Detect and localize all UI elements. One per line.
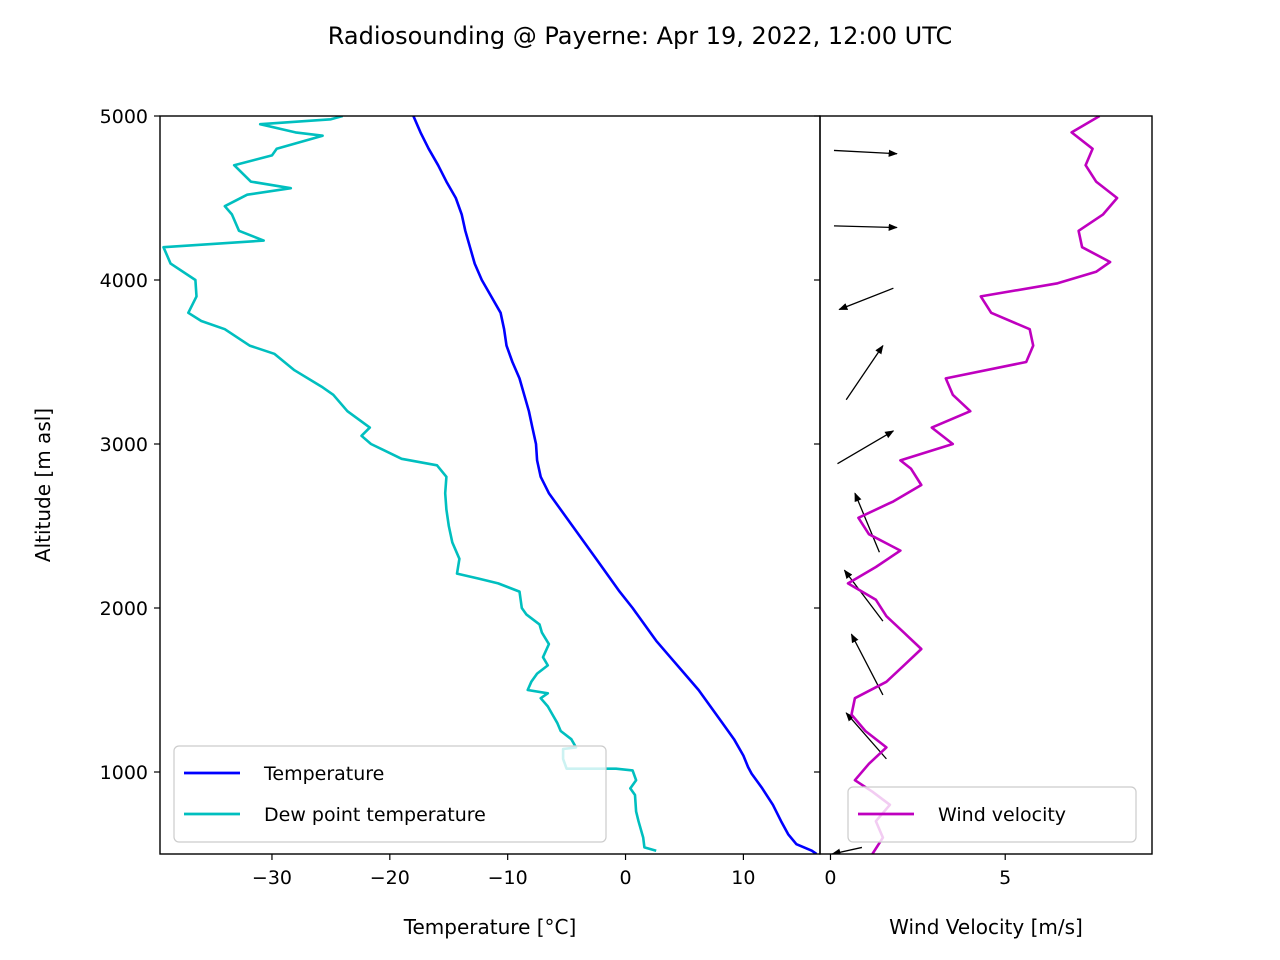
x-tick-label: −10 xyxy=(488,867,528,889)
y-axis-label: Altitude [m asl] xyxy=(31,408,55,562)
x-tick-label: −30 xyxy=(252,867,292,889)
axes-frame xyxy=(819,115,1153,855)
x-tick-label: 10 xyxy=(731,867,755,889)
wind-direction-arrow xyxy=(837,430,895,465)
x-tick-label: −20 xyxy=(370,867,410,889)
legend-entry-label: Temperature xyxy=(263,763,384,785)
wind-direction-arrow xyxy=(854,492,881,553)
wind-direction-arrow xyxy=(831,846,863,854)
wind-direction-arrow xyxy=(845,344,884,401)
y-tick-label: 2000 xyxy=(100,598,148,620)
x-tick-label: 0 xyxy=(619,867,631,889)
wind-direction-arrow xyxy=(833,223,898,231)
legend: Temperature Dew point temperature xyxy=(173,745,607,843)
legend-box xyxy=(173,745,607,843)
x-tick-label: 0 xyxy=(824,867,836,889)
plot-area xyxy=(831,116,1119,854)
wind-direction-arrow xyxy=(843,569,884,622)
y-tick-label: 3000 xyxy=(100,434,148,456)
y-tick-label: 4000 xyxy=(100,270,148,292)
wind-direction-arrow xyxy=(850,633,884,696)
series-line-wind-velocity xyxy=(846,116,1119,854)
wind-direction-arrow xyxy=(845,712,887,760)
y-tick-label: 5000 xyxy=(100,106,148,128)
wind-direction-arrow xyxy=(838,287,894,311)
wind-direction-arrow xyxy=(833,149,898,157)
x-axis-label: Temperature [°C] xyxy=(403,915,577,939)
x-tick-label: 5 xyxy=(999,867,1011,889)
wind-panel: 0 5 Wind Velocity [m/s] Wind velocity xyxy=(814,115,1153,939)
temperature-panel: −30 −20 −10 0 10 1000 2000 3000 4000 5000 Temperat… xyxy=(100,106,821,939)
legend-entry-label: Wind velocity xyxy=(938,804,1066,826)
x-axis-label: Wind Velocity [m/s] xyxy=(889,915,1083,939)
legend-entry-label: Dew point temperature xyxy=(264,804,486,826)
legend-box xyxy=(847,786,1137,843)
chart-title: Radiosounding @ Payerne: Apr 19, 2022, 1… xyxy=(328,22,953,50)
legend: Wind velocity xyxy=(847,786,1137,843)
series-line-temperature xyxy=(412,116,818,854)
y-tick-label: 1000 xyxy=(100,762,148,784)
